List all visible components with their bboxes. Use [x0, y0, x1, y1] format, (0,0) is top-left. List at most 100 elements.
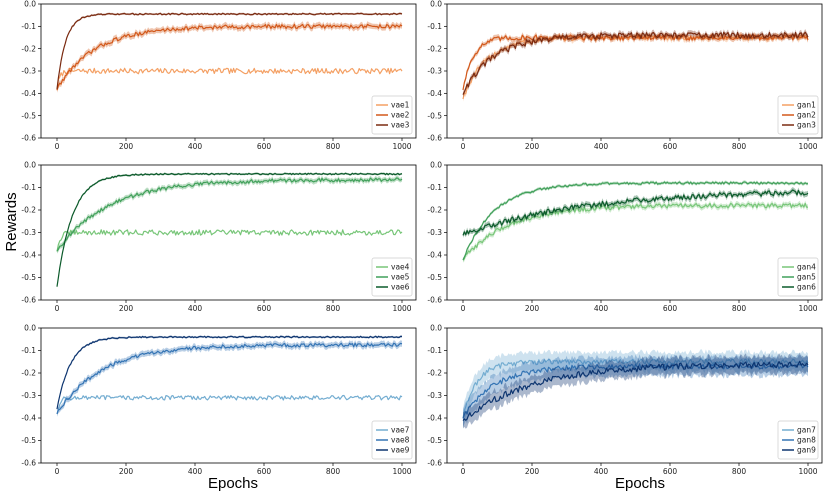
y-tick-label: -0.5	[21, 111, 36, 120]
y-tick-label: -0.1	[427, 183, 442, 192]
x-tick-label: 600	[663, 142, 678, 151]
series-line-gan4	[462, 202, 809, 261]
series-line-vae6	[56, 172, 403, 287]
x-tick-label: 400	[594, 142, 609, 151]
panel-gan4-6: 0.0 -0.1 -0.2 -0.3 -0.4 -0.5 -0.6 0 200 400 600 800…	[427, 161, 823, 313]
series-line-vae5	[56, 177, 403, 252]
y-tick-label: 0.0	[24, 161, 36, 170]
series-band-gan4	[463, 200, 808, 263]
series-line-vae9	[56, 335, 403, 410]
y-tick-label: -0.5	[21, 436, 36, 445]
axes-frame	[446, 3, 823, 139]
x-tick-label: 400	[188, 142, 203, 151]
series-line-gan3	[462, 31, 809, 95]
x-tick-label: 1000	[392, 467, 411, 476]
y-tick-label: -0.5	[21, 273, 36, 282]
legend-label-gan7: gan7	[797, 426, 816, 435]
x-tick-label: 800	[326, 467, 341, 476]
series-band-gan6	[463, 187, 808, 238]
y-tick-label: -0.3	[427, 391, 442, 400]
x-tick-label: 0	[461, 304, 466, 313]
y-tick-label: -0.4	[21, 251, 36, 260]
series-band-vae8	[57, 340, 402, 417]
series-band-vae6	[57, 172, 402, 288]
legend-label-gan3: gan3	[797, 121, 816, 130]
y-tick-label: -0.4	[427, 89, 442, 98]
y-tick-label: -0.2	[21, 369, 36, 378]
series-band-gan9	[463, 352, 808, 429]
x-tick-label: 600	[663, 467, 678, 476]
legend-label-vae3: vae3	[391, 121, 410, 130]
series-band-gan2	[463, 31, 808, 93]
plot-area	[56, 335, 403, 417]
legend-label-gan1: gan1	[797, 101, 816, 110]
y-tick-label: -0.2	[427, 44, 442, 53]
x-tick-label: 0	[55, 467, 60, 476]
x-axis-label-right: Epochs	[615, 475, 665, 492]
y-tick-label: -0.2	[427, 369, 442, 378]
series-line-vae7	[56, 394, 403, 415]
x-tick-label: 1000	[392, 304, 411, 313]
y-tick-label: -0.2	[427, 206, 442, 215]
x-tick-label: 200	[119, 467, 134, 476]
y-tick-label: -0.3	[427, 228, 442, 237]
y-tick-label: -0.6	[21, 459, 36, 468]
x-tick-label: 800	[732, 467, 747, 476]
legend-label-vae5: vae5	[391, 273, 410, 282]
y-tick-label: -0.1	[427, 346, 442, 355]
x-tick-label: 0	[55, 304, 60, 313]
series-line-gan5	[462, 181, 809, 261]
panel-gan7-9: 0.0 -0.1 -0.2 -0.3 -0.4 -0.5 -0.6 0 200 400 600 800…	[427, 324, 823, 476]
legend-label-gan9: gan9	[797, 446, 816, 455]
y-tick-label: -0.3	[21, 228, 36, 237]
legend-label-vae8: vae8	[391, 436, 410, 445]
y-tick-label: 0.0	[24, 0, 36, 9]
series-band-gan3	[463, 29, 808, 98]
legend-label-vae9: vae9	[391, 446, 410, 455]
y-tick-label: -0.6	[21, 296, 36, 305]
x-tick-label: 1000	[798, 467, 817, 476]
x-tick-label: 600	[663, 304, 678, 313]
axes-frame	[446, 164, 823, 301]
y-tick-label: -0.6	[427, 296, 442, 305]
series-band-vae2	[57, 21, 402, 93]
series-band-gan1	[463, 31, 808, 102]
y-tick-label: -0.2	[21, 44, 36, 53]
legend-label-vae7: vae7	[391, 426, 410, 435]
x-tick-label: 200	[525, 142, 540, 151]
x-tick-label: 400	[188, 467, 203, 476]
y-tick-label: -0.4	[21, 89, 36, 98]
plot-area	[462, 349, 809, 429]
x-tick-label: 1000	[392, 142, 411, 151]
legend-label-gan5: gan5	[797, 273, 816, 282]
y-tick-label: -0.6	[21, 134, 36, 143]
legend-label-gan6: gan6	[797, 283, 816, 292]
panel-gan1-3: 0.0 -0.1 -0.2 -0.3 -0.4 -0.5 -0.6 0 200 400 600 800…	[427, 0, 823, 151]
legend-label-gan2: gan2	[797, 111, 816, 120]
plot-area	[462, 29, 809, 102]
x-axis-label-left: Epochs	[208, 475, 258, 492]
x-tick-label: 0	[461, 142, 466, 151]
x-tick-label: 800	[326, 304, 341, 313]
y-tick-label: -0.1	[427, 22, 442, 31]
x-tick-label: 600	[257, 467, 272, 476]
y-tick-label: -0.3	[427, 67, 442, 76]
y-tick-label: -0.3	[21, 391, 36, 400]
series-line-vae1	[56, 67, 403, 91]
x-tick-label: 800	[326, 142, 341, 151]
x-tick-label: 200	[119, 304, 134, 313]
legend-label-gan8: gan8	[797, 436, 816, 445]
series-band-gan8	[463, 353, 808, 428]
series-line-gan9	[462, 360, 809, 421]
x-tick-label: 200	[525, 304, 540, 313]
series-line-vae3	[56, 12, 403, 90]
series-line-gan7	[462, 358, 809, 419]
plot-area	[462, 180, 809, 263]
y-tick-label: 0.0	[430, 161, 442, 170]
